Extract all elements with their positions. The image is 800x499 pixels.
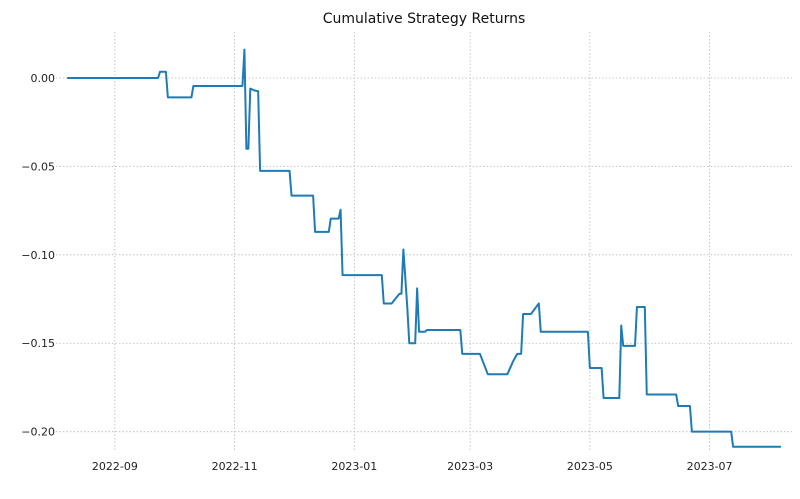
chart-title: Cumulative Strategy Returns <box>323 11 526 27</box>
y-axis-tick-labels: 0.00 −0.05 −0.10 −0.15 −0.20 <box>21 72 55 439</box>
y-tick-label: −0.05 <box>21 160 55 173</box>
y-tick-label: −0.15 <box>21 337 55 350</box>
cumulative-returns-line <box>66 48 782 448</box>
x-tick-label: 2023-05 <box>567 460 613 473</box>
x-axis-tick-labels: 2022-09 2022-11 2023-01 2023-03 2023-05 2023-… <box>92 460 733 473</box>
series-layer <box>66 48 782 448</box>
y-tick-label: −0.10 <box>21 249 55 262</box>
x-tick-label: 2023-03 <box>447 460 493 473</box>
x-tick-label: 2022-11 <box>212 460 258 473</box>
y-tick-label: −0.20 <box>21 426 55 439</box>
y-tick-label: 0.00 <box>31 72 56 85</box>
grid-layer <box>56 32 792 452</box>
x-tick-label: 2023-07 <box>687 460 733 473</box>
x-tick-label: 2023-01 <box>331 460 377 473</box>
x-tick-label: 2022-09 <box>92 460 138 473</box>
